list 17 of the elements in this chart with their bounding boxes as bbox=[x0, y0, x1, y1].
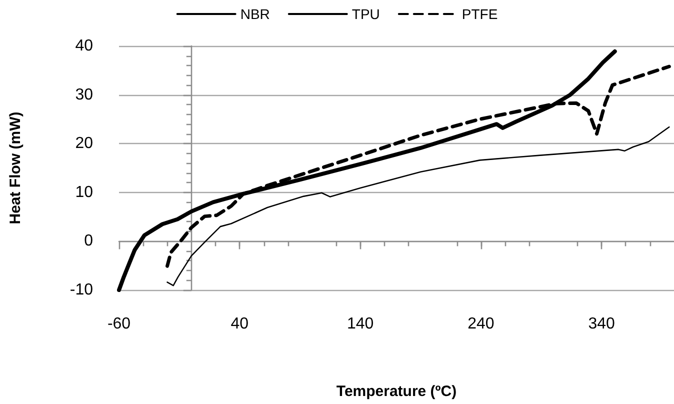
y-tick-label: 30 bbox=[75, 86, 94, 104]
y-tick-label: 10 bbox=[75, 184, 94, 201]
legend-label: TPU bbox=[352, 6, 380, 22]
x-tick-label: 240 bbox=[468, 316, 494, 332]
y-tick-label: 40 bbox=[75, 38, 94, 54]
legend-label: NBR bbox=[240, 6, 270, 22]
y-axis-title: Heat Flow (mW) bbox=[7, 112, 24, 224]
legend-label: PTFE bbox=[462, 6, 498, 22]
x-tick-label: 40 bbox=[230, 316, 249, 332]
y-tick-label: 20 bbox=[75, 135, 94, 152]
y-tick-label: 0 bbox=[84, 232, 94, 250]
x-axis-title: Temperature (ºC) bbox=[336, 383, 457, 400]
y-tick-label: -10 bbox=[70, 282, 94, 298]
x-tick-label: 140 bbox=[346, 316, 374, 332]
line-series bbox=[166, 126, 670, 286]
x-tick-label: 340 bbox=[588, 316, 616, 332]
x-tick-label: -60 bbox=[107, 316, 131, 332]
